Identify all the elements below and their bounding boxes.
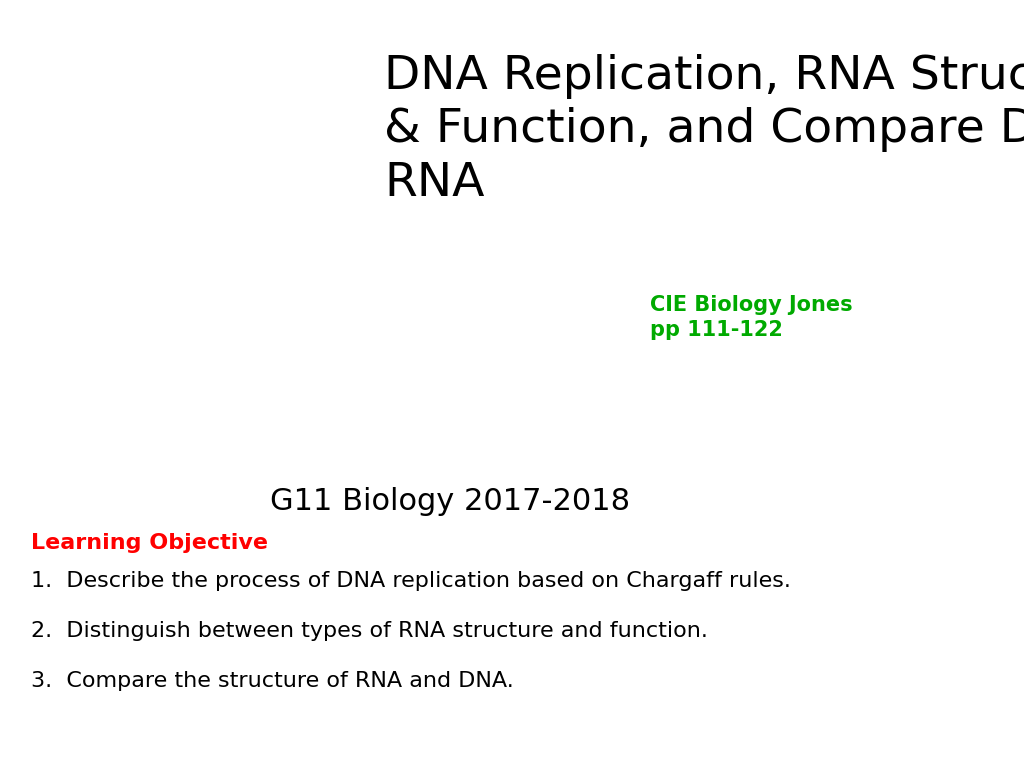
Text: CIE Biology Jones
pp 111-122: CIE Biology Jones pp 111-122 bbox=[650, 295, 853, 340]
Text: Learning Objective: Learning Objective bbox=[31, 533, 267, 553]
Text: 3.  Compare the structure of RNA and DNA.: 3. Compare the structure of RNA and DNA. bbox=[31, 671, 513, 691]
Text: 2.  Distinguish between types of RNA structure and function.: 2. Distinguish between types of RNA stru… bbox=[31, 621, 708, 641]
Text: G11 Biology 2017-2018: G11 Biology 2017-2018 bbox=[270, 487, 631, 516]
Text: 1.  Describe the process of DNA replication based on Chargaff rules.: 1. Describe the process of DNA replicati… bbox=[31, 571, 791, 591]
Text: DNA Replication, RNA Structure
& Function, and Compare DNA &
RNA: DNA Replication, RNA Structure & Functio… bbox=[384, 54, 1024, 206]
